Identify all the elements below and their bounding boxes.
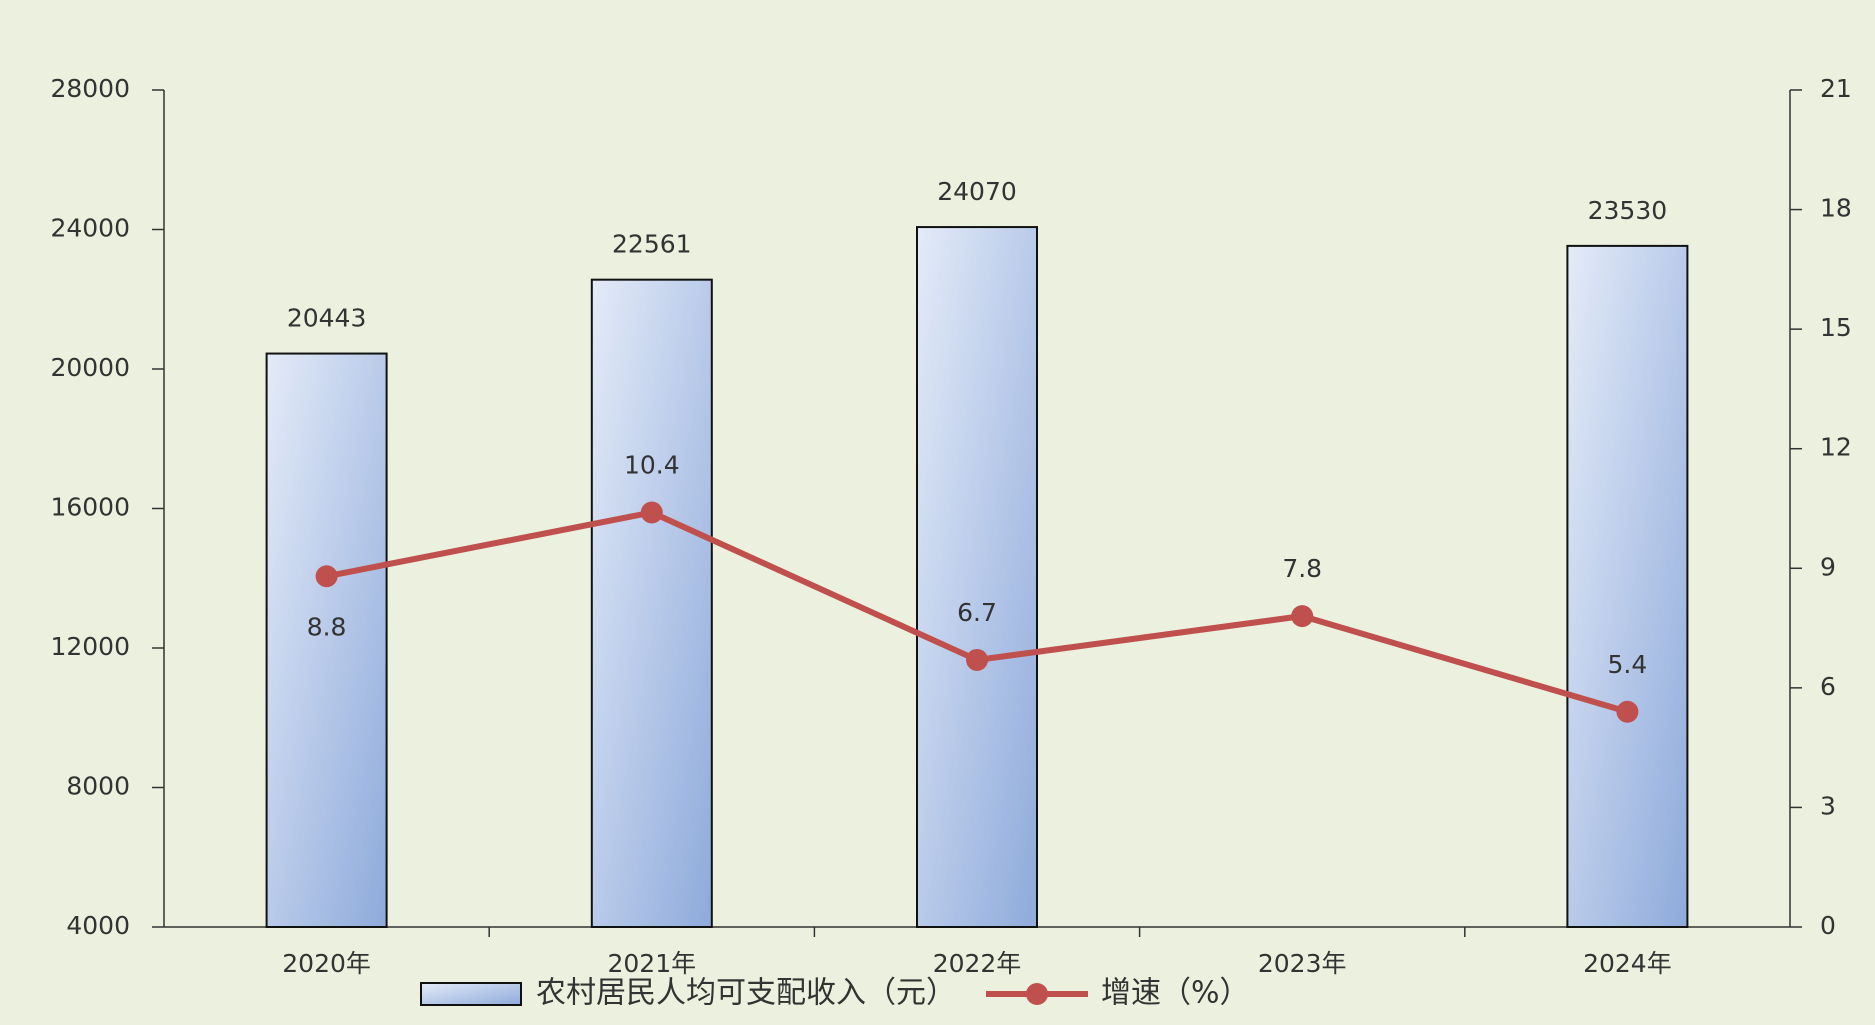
y2-tick-label: 6 — [1820, 672, 1836, 701]
x-tick-label: 2020年 — [282, 949, 371, 978]
line-value-label: 8.8 — [307, 612, 347, 641]
bar-value-label: 23530 — [1588, 196, 1668, 225]
x-tick-label: 2023年 — [1258, 949, 1347, 978]
line-point — [640, 501, 663, 524]
y2-tick-label: 12 — [1820, 433, 1852, 462]
y-tick-label: 8000 — [66, 772, 130, 801]
legend-label: 增速（%） — [1101, 976, 1250, 1011]
y-tick-label: 28000 — [50, 74, 130, 103]
legend-label: 农村居民人均可支配收入（元） — [536, 976, 956, 1011]
x-tick-label: 2022年 — [933, 949, 1022, 978]
bar — [590, 278, 713, 928]
bar-value-label: 20443 — [287, 304, 367, 333]
y-tick-label: 4000 — [66, 911, 130, 940]
y2-tick-label: 0 — [1820, 911, 1836, 940]
bar-value-label: 22561 — [612, 230, 692, 259]
y-tick-label: 20000 — [50, 353, 130, 382]
bar — [265, 352, 388, 929]
y-tick-label: 16000 — [50, 493, 130, 522]
y2-tick-label: 15 — [1820, 313, 1852, 342]
line-value-label: 6.7 — [957, 598, 997, 627]
line-value-label: 10.4 — [624, 450, 680, 479]
legend-marker — [1026, 983, 1048, 1005]
y2-tick-label: 9 — [1820, 552, 1836, 581]
line-value-label: 7.8 — [1282, 554, 1322, 583]
line-point — [315, 565, 338, 588]
x-tick-label: 2021年 — [607, 949, 696, 978]
bar — [916, 226, 1038, 928]
y2-tick-label: 21 — [1820, 74, 1852, 103]
x-tick-label: 2024年 — [1583, 949, 1672, 978]
y-tick-label: 24000 — [50, 214, 130, 243]
line-point — [1616, 700, 1639, 723]
line-value-label: 5.4 — [1608, 650, 1648, 679]
y2-tick-label: 3 — [1820, 791, 1836, 820]
line-point — [1291, 605, 1314, 628]
legend-swatch — [420, 982, 522, 1006]
y-tick-label: 12000 — [50, 632, 130, 661]
y2-tick-label: 18 — [1820, 194, 1852, 223]
bar — [1566, 244, 1689, 929]
line-point — [966, 648, 988, 671]
bar-value-label: 24070 — [937, 177, 1017, 206]
